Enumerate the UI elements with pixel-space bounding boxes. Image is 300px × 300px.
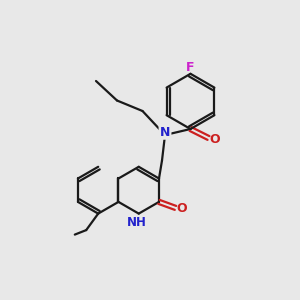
Text: N: N: [160, 125, 170, 139]
Text: NH: NH: [127, 215, 147, 229]
Text: O: O: [210, 133, 220, 146]
Text: O: O: [177, 202, 188, 215]
Text: F: F: [186, 61, 195, 74]
